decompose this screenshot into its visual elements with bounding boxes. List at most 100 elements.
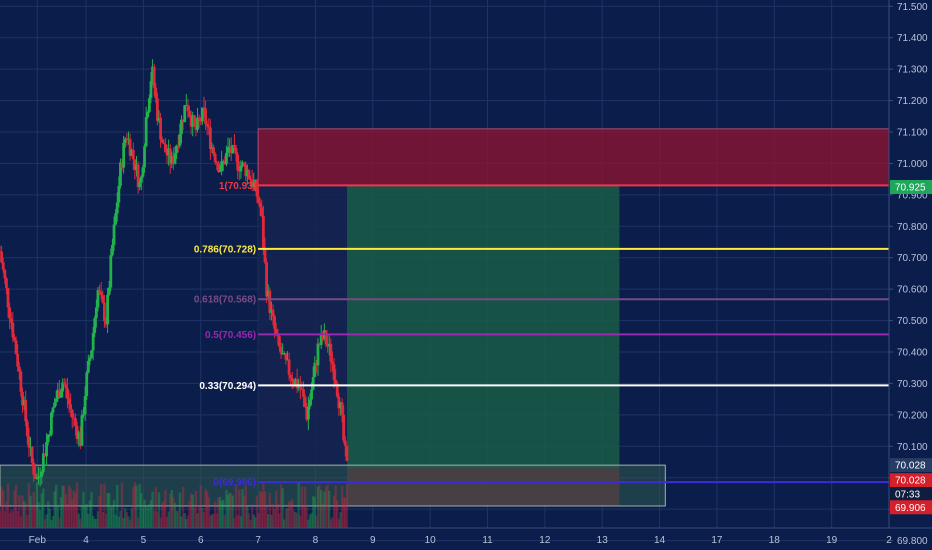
candle-body (69, 404, 73, 410)
volume-bar (143, 499, 146, 528)
volume-bar (111, 505, 114, 528)
fib-level-label: 0(69.986) (213, 478, 256, 489)
volume-bar (283, 519, 286, 528)
time-tick-label: 4 (83, 535, 89, 546)
candle-body (326, 344, 330, 347)
candle-body (29, 446, 32, 448)
price-tag-label: 70.028 (895, 461, 926, 472)
volume-bar (278, 513, 281, 528)
volume-bar (334, 485, 337, 528)
candle-body (265, 262, 268, 297)
price-axis[interactable]: 71.500 71.400 71.300 71.200 71.100 71.000 70.9… (889, 2, 928, 547)
candle-body (149, 81, 153, 99)
candle-body (200, 107, 204, 122)
volume-bar (336, 500, 339, 528)
volume-bar (291, 499, 294, 528)
volume-bar (29, 495, 32, 528)
candle-body (61, 382, 65, 392)
candle-body (281, 353, 285, 355)
volume-bar (329, 519, 333, 528)
price-tick-label: 71.000 (897, 159, 928, 170)
fibonacci-retracement[interactable]: 1(70.93) 0.786(70.728) 0.618(70.568) 0.5(70… (194, 181, 889, 489)
support-zone (0, 464, 666, 507)
volume-bar (11, 511, 15, 528)
volume-bar (287, 501, 291, 528)
candle-body (270, 309, 273, 313)
volume-bar (326, 484, 329, 528)
volume-bar (138, 483, 141, 528)
volume-bar (345, 484, 349, 528)
volume-bar (16, 511, 19, 528)
candle-body (19, 371, 23, 392)
price-tag (890, 500, 932, 515)
candle-body (41, 453, 45, 472)
price-tag (890, 473, 932, 488)
volume-bar (313, 496, 316, 528)
volume-bar (104, 513, 108, 528)
candle-body (6, 288, 10, 308)
candle-body (62, 382, 66, 385)
volume-bar (276, 503, 280, 528)
volume-bar (270, 514, 273, 528)
take-profit-zone (346, 185, 620, 469)
volume-bar (247, 513, 251, 528)
time-tick-label: 10 (425, 535, 437, 546)
candle-body (135, 164, 138, 171)
volume-bar (164, 490, 167, 528)
volume-bar (328, 490, 331, 528)
candle-body (1, 262, 5, 270)
candle-body (111, 244, 114, 256)
volume-bar (169, 493, 172, 528)
candle-body (123, 138, 127, 143)
candle-body (324, 330, 328, 345)
candle-body (107, 287, 111, 295)
volume-bar (191, 494, 194, 528)
volume-bar (299, 515, 302, 528)
candle-body (101, 295, 105, 303)
volume-bar (302, 506, 305, 528)
candle-body (260, 207, 264, 216)
candle-body (30, 446, 34, 463)
price-tag-label: 70.925 (895, 183, 926, 194)
volume-bar (136, 517, 140, 528)
price-tick-label: 70.100 (897, 442, 928, 453)
candle-body (236, 154, 240, 171)
volume-bar (156, 511, 159, 528)
volume-bar (51, 515, 55, 528)
candle-body (331, 361, 334, 365)
volume-bar (340, 485, 344, 528)
candle-body (337, 396, 341, 409)
volume-bar (337, 519, 341, 528)
candle-body (314, 362, 318, 366)
volume-bar (265, 507, 268, 528)
volume-bar (159, 517, 162, 528)
volume-bar (250, 504, 254, 528)
volume-bar (194, 490, 198, 528)
candle-body (59, 391, 63, 398)
volume-bar (109, 507, 113, 528)
price-tick-label: 71.400 (897, 33, 928, 44)
candle-body (74, 418, 77, 426)
candle-body (335, 383, 339, 397)
volume-bar (332, 495, 336, 528)
volume-bar (162, 501, 166, 528)
candle-body (114, 213, 118, 225)
volume-bar (295, 513, 299, 528)
candle-body (48, 434, 52, 436)
volume-bar (260, 492, 263, 528)
volume-bar (90, 491, 93, 528)
volume-bar (273, 508, 276, 528)
time-tick-label: Feb (29, 535, 47, 546)
candle-body (318, 343, 321, 345)
candle-body (72, 417, 76, 419)
volume-bar (180, 516, 183, 528)
volume-bar (223, 515, 227, 528)
volume-bar (222, 499, 225, 528)
candle-body (90, 350, 93, 359)
time-tick-label: 2 (886, 535, 892, 546)
candle-body (229, 146, 233, 154)
time-axis[interactable]: Feb 4 5 6 7 8 9 10 11 12 13 14 17 18 19 2 (29, 535, 893, 546)
candle-body (131, 149, 135, 160)
candle-body (287, 359, 291, 375)
